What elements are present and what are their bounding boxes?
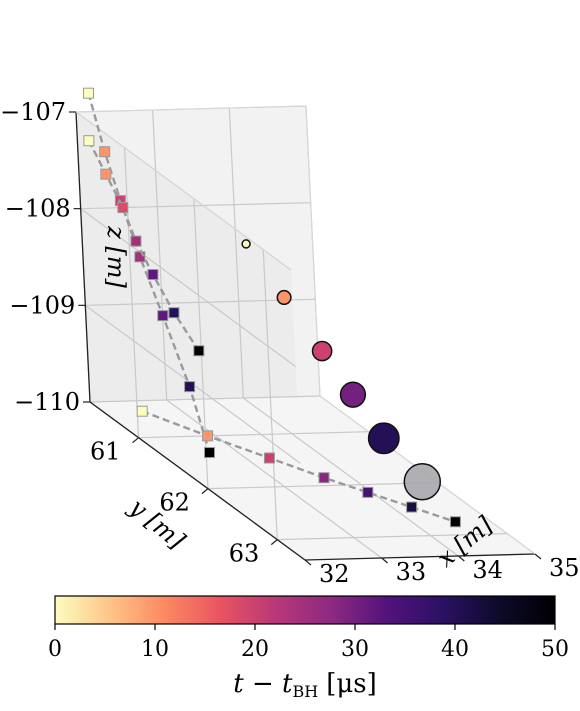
grid-line-y-floor	[207, 482, 438, 490]
xy-projection-marker	[318, 472, 330, 484]
y-tick-mark	[132, 437, 139, 444]
xz-projection-marker	[193, 345, 205, 357]
bubble-series	[241, 239, 442, 501]
colorbar-ticks: 0 10 20 30 40 50	[48, 624, 569, 662]
xz-projection-marker	[117, 202, 129, 214]
x-tick-label: 32	[319, 560, 350, 588]
x-tick-mark	[457, 555, 465, 562]
colorbar-tick-label: 30	[341, 637, 369, 662]
xz-projection-marker	[130, 235, 142, 247]
grid-line-x-wall	[152, 109, 168, 401]
xy-projection-marker	[362, 486, 374, 498]
yz-projection-marker	[99, 146, 111, 158]
y-axis-line	[89, 401, 306, 561]
colorbar-label-unit: [μs]	[326, 669, 377, 699]
xy-projection-marker	[202, 430, 214, 442]
grid-line-y-wall	[262, 249, 278, 540]
grid-line-z-yz	[80, 208, 297, 368]
xy-projection-marker	[263, 452, 275, 464]
bubble	[339, 381, 367, 408]
x-tick-mark	[534, 553, 542, 560]
bubble	[403, 462, 442, 501]
xz-projection-marker	[147, 269, 159, 281]
z-tick-label: −107	[0, 98, 66, 126]
colorbar-tick-label: 20	[241, 637, 269, 662]
grid-line-y-wall	[123, 147, 140, 438]
y-tick-label: 63	[229, 540, 260, 568]
xy-projection-marker	[406, 501, 418, 513]
x-tick-label: 35	[549, 554, 580, 582]
colorbar: 0 10 20 30 40 50 t − tBH [μs]	[48, 595, 569, 701]
colorbar-tick-label: 40	[441, 637, 469, 662]
x-axis-line	[304, 553, 536, 561]
yz-projection-marker	[204, 447, 216, 459]
z-axis-label: z [m]	[102, 225, 130, 288]
projection-traces	[82, 87, 461, 528]
colorbar-tick-label: 50	[541, 637, 569, 662]
yz-projection-marker	[184, 381, 196, 393]
yz-projection-marker	[82, 87, 94, 99]
x-tick-mark	[304, 559, 312, 566]
xz-projection-marker	[100, 168, 112, 180]
y-tick-mark	[270, 539, 278, 546]
grid-line-y-floor	[277, 533, 508, 541]
x-tick-label: 34	[472, 556, 503, 584]
x-tick-label: 33	[396, 558, 427, 586]
yz-projection-marker	[157, 310, 169, 322]
grid-line-x-wall	[228, 107, 244, 399]
colorbar-tick-label: 0	[48, 637, 62, 662]
z-tick-label: −108	[5, 195, 71, 223]
xz-projection-marker	[168, 307, 180, 319]
xy-projection-marker	[136, 405, 148, 417]
xy-projection-marker	[449, 516, 461, 528]
xz-projection-marker	[83, 135, 95, 147]
bubble	[311, 340, 333, 362]
bubble	[241, 239, 251, 249]
tick-labels: 32 33 34 35 61 62 63 −107 −108 −109 −110	[0, 98, 579, 588]
x-tick-mark	[381, 557, 389, 564]
grid-line-y-floor	[138, 431, 369, 439]
y-tick-mark	[201, 488, 209, 495]
y-tick-label: 61	[90, 438, 121, 466]
y-tick-label: 62	[159, 489, 190, 517]
yz-projection-marker	[134, 251, 146, 263]
z-tick-label: −109	[9, 291, 75, 319]
colorbar-gradient	[54, 595, 556, 625]
bubble	[367, 422, 400, 455]
axis-panes	[76, 106, 535, 560]
colorbar-label-main: t − t	[233, 669, 293, 699]
grid-line-z-xz	[85, 298, 316, 306]
axis-lines	[75, 105, 536, 561]
bubble	[276, 289, 292, 306]
grid-line-x-floor	[242, 397, 459, 557]
colorbar-label: t − tBH [μs]	[233, 669, 376, 701]
colorbar-tick-label: 10	[141, 637, 169, 662]
pane-edge	[75, 105, 307, 113]
grid-line-z-xz	[89, 395, 321, 403]
pane-edge	[75, 111, 292, 271]
z-tick-label: −110	[14, 388, 80, 416]
colorbar-label-sub: BH	[292, 682, 318, 701]
floor-pane-xy	[90, 396, 535, 560]
z-axis-line	[75, 111, 91, 403]
